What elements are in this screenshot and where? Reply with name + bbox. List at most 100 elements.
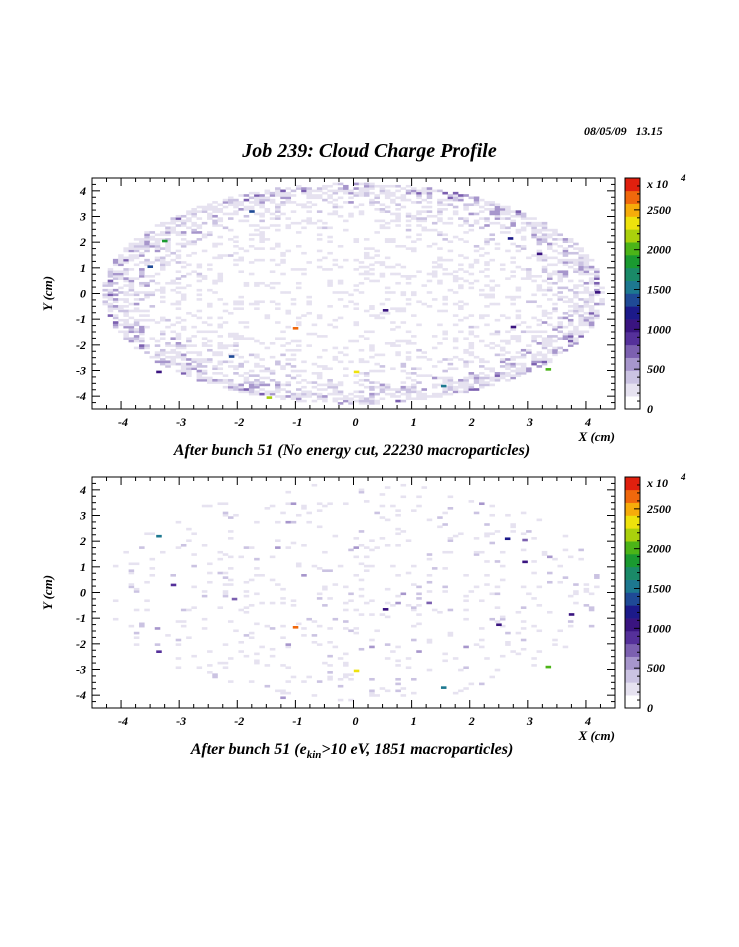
heatmap-bin <box>395 659 401 663</box>
heatmap-bin <box>358 488 365 492</box>
heatmap-bin <box>212 365 218 368</box>
heatmap-bin <box>180 365 187 368</box>
heatmap-bin <box>222 571 229 575</box>
heatmap-bin <box>133 242 140 246</box>
heatmap-bin <box>400 365 407 368</box>
color-bar-segment <box>625 357 640 371</box>
heatmap-bin <box>583 256 590 260</box>
heatmap-bin <box>395 307 401 310</box>
heatmap-bin <box>353 284 360 287</box>
heatmap-bin <box>405 342 412 345</box>
heatmap-bin <box>180 238 187 241</box>
heatmap-bin <box>447 217 454 220</box>
heatmap-bin <box>275 189 281 193</box>
heatmap-bin <box>295 369 302 373</box>
heatmap-bin <box>295 397 302 401</box>
heatmap-bin <box>384 486 391 489</box>
y-tick-label: 4 <box>79 483 86 497</box>
heatmap-bin <box>337 298 344 301</box>
heatmap-bin <box>447 367 454 371</box>
color-bar-segment <box>625 682 640 696</box>
heatmap-bin <box>588 277 595 280</box>
heatmap-bin <box>332 205 339 209</box>
heatmap-bin <box>112 325 119 329</box>
heatmap-bin <box>363 265 370 269</box>
heatmap-bin <box>463 365 469 368</box>
heatmap-bin <box>170 226 176 230</box>
heatmap-bin <box>222 198 229 202</box>
heatmap-bin <box>243 249 250 253</box>
heatmap-bin <box>316 365 323 368</box>
heatmap-bin <box>343 664 349 667</box>
heatmap-bin <box>437 247 443 250</box>
heatmap-bin <box>112 275 119 278</box>
heatmap-bin <box>306 675 312 679</box>
heatmap-bin <box>463 666 469 670</box>
heatmap-bin <box>207 339 213 343</box>
heatmap-bin <box>567 298 574 301</box>
heatmap-bin <box>369 330 375 334</box>
heatmap-bin <box>144 231 150 234</box>
heatmap-bin <box>227 196 234 200</box>
heatmap-bin <box>426 279 433 283</box>
heatmap-bin <box>411 390 417 394</box>
heatmap-bin <box>421 395 428 398</box>
heatmap-bin <box>531 300 537 304</box>
heatmap-bin <box>452 367 459 371</box>
heatmap-bin <box>243 281 250 285</box>
color-bar-segment <box>625 592 640 606</box>
heatmap-bin <box>254 247 260 250</box>
heatmap-bin <box>207 360 213 364</box>
heatmap-bin <box>479 198 485 202</box>
heatmap-bin <box>447 537 454 540</box>
heatmap-bin <box>405 372 412 375</box>
heatmap-bin <box>468 342 475 345</box>
heatmap-bin <box>479 293 485 297</box>
heatmap-bin <box>531 657 537 660</box>
heatmap-bin <box>447 608 454 612</box>
heatmap-bin <box>541 344 548 347</box>
heatmap-bin <box>290 369 297 373</box>
heatmap-bin <box>196 666 203 670</box>
heatmap-bin <box>411 314 417 317</box>
y-tick-label: 3 <box>79 509 86 523</box>
heatmap-bin <box>520 532 527 536</box>
heatmap-bin <box>588 291 595 294</box>
heatmap-bin <box>358 203 365 207</box>
heatmap-bin <box>332 258 339 262</box>
heatmap-bin <box>557 298 563 301</box>
heatmap-bin <box>238 555 244 559</box>
heatmap-bin <box>499 358 506 361</box>
heatmap-bin <box>290 397 297 401</box>
heatmap-bin <box>531 335 537 338</box>
heatmap-bin <box>196 275 203 278</box>
heatmap-bin <box>431 385 438 389</box>
heatmap-bin <box>458 390 464 394</box>
heatmap-bin <box>484 219 490 223</box>
heatmap-bin <box>280 587 286 591</box>
heatmap-bin <box>400 687 407 690</box>
heatmap-bin <box>165 261 171 264</box>
heatmap-bin <box>332 383 339 387</box>
heatmap-bin <box>562 249 569 253</box>
heatmap-bin <box>343 399 349 403</box>
heatmap-bin <box>405 376 412 380</box>
heatmap-bin <box>269 390 276 394</box>
heatmap-bin <box>107 307 114 310</box>
heatmap-bin <box>170 362 176 366</box>
heatmap-bin <box>343 201 349 204</box>
heatmap-bin <box>547 244 553 248</box>
heatmap-bin <box>510 374 516 377</box>
heatmap-bin <box>107 293 114 297</box>
heatmap-bin <box>416 196 422 200</box>
heatmap-bin <box>421 355 428 359</box>
heatmap-bin <box>363 238 370 241</box>
heatmap-bin <box>280 330 286 334</box>
heatmap-bin <box>280 597 286 600</box>
heatmap-bin <box>327 284 333 287</box>
heatmap-bin <box>128 624 135 628</box>
heatmap-bin <box>144 240 150 243</box>
heatmap-bin <box>458 381 464 384</box>
heatmap-bin <box>233 212 239 216</box>
heatmap-bin <box>337 244 344 248</box>
